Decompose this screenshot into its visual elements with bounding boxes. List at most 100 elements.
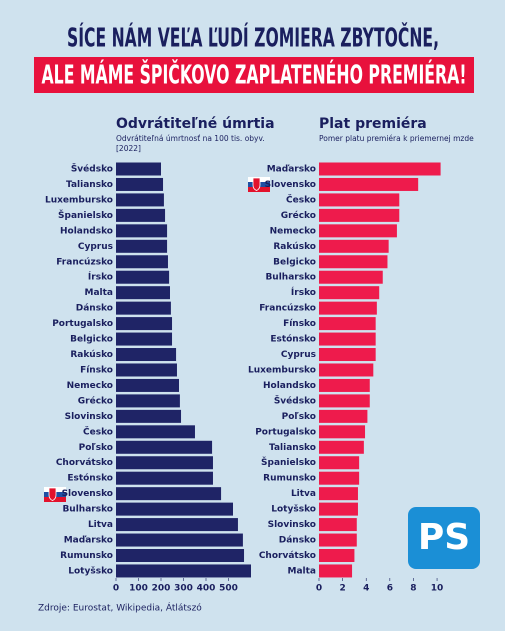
bar xyxy=(319,239,389,253)
flag xyxy=(248,177,270,192)
category-label: Slovensko xyxy=(265,180,316,190)
flag xyxy=(44,487,66,502)
chart-title: Odvrátiteľné úmrtia xyxy=(116,116,275,132)
x-tick-label: 0 xyxy=(316,584,322,594)
source: Zdroje: Eurostat, Wikipedia, Átlátszó xyxy=(38,602,202,614)
chart-subtitle: Odvrátiteľná úmrtnosť na 100 tis. obyv. xyxy=(116,134,265,143)
bar xyxy=(116,518,238,532)
category-label: Litva xyxy=(291,489,316,499)
bar xyxy=(116,502,233,516)
bar xyxy=(116,224,168,238)
bar xyxy=(116,193,164,207)
category-label: Poľsko xyxy=(79,443,113,453)
bar xyxy=(319,456,360,470)
category-label: Rakúsko xyxy=(273,242,316,252)
category-label: Litva xyxy=(88,520,113,530)
bar xyxy=(319,301,377,315)
logo xyxy=(408,507,480,569)
bar xyxy=(116,208,166,222)
category-label: Maďarsko xyxy=(64,536,113,546)
bar xyxy=(319,224,397,238)
category-label: Grécko xyxy=(281,210,316,221)
bar xyxy=(116,332,173,346)
category-label: Chorvátsko xyxy=(56,458,113,468)
category-label: Belgicko xyxy=(273,257,316,267)
category-label: Luxembursko xyxy=(248,365,316,375)
category-label: Malta xyxy=(288,566,317,576)
bar xyxy=(116,409,182,423)
category-label: Slovensko xyxy=(62,489,113,499)
headline-banner xyxy=(34,57,474,93)
x-tick-label: 100 xyxy=(129,584,148,594)
category-label: Lotyšsko xyxy=(68,565,113,576)
category-label: Írsko xyxy=(291,286,316,298)
bar xyxy=(319,502,358,516)
bar xyxy=(319,518,357,532)
bar xyxy=(319,177,419,191)
bar xyxy=(116,239,168,253)
category-label: Holandsko xyxy=(263,381,316,391)
category-label: Malta xyxy=(85,288,114,298)
category-label: Taliansko xyxy=(269,443,316,453)
category-label: Dánsko xyxy=(76,304,113,314)
category-label: Slovinsko xyxy=(268,520,316,530)
bar xyxy=(116,425,195,439)
category-label: Luxembursko xyxy=(45,195,113,205)
x-tick-label: 400 xyxy=(197,584,216,594)
bar xyxy=(116,363,177,377)
x-tick-label: 300 xyxy=(174,584,193,594)
category-label: Bulharsko xyxy=(265,273,316,283)
bar xyxy=(319,440,364,454)
category-label: Estónsko xyxy=(270,334,316,345)
x-tick-label: 0 xyxy=(113,584,119,594)
bar xyxy=(116,394,180,408)
category-label: Maďarsko xyxy=(267,165,316,175)
category-label: Francúzsko xyxy=(56,257,113,267)
bar xyxy=(116,487,222,501)
category-label: Taliansko xyxy=(66,180,113,190)
bar xyxy=(319,286,380,300)
bar xyxy=(319,471,360,485)
chart-subtitle: Pomer platu premiéra k priemernej mzde xyxy=(319,134,474,143)
chart-title: Plat premiéra xyxy=(319,116,427,132)
category-label: Dánsko xyxy=(279,536,316,546)
bar xyxy=(319,409,368,423)
bar xyxy=(319,394,370,408)
category-label: Lotyšsko xyxy=(271,504,316,515)
bar xyxy=(319,193,400,207)
x-tick-label: 6 xyxy=(387,584,393,594)
bar xyxy=(116,471,213,485)
category-label: Švédsko xyxy=(274,394,316,406)
bar xyxy=(319,332,376,346)
chart-subtitle: [2022] xyxy=(116,144,141,153)
bar xyxy=(116,549,245,562)
category-label: Portugalsko xyxy=(255,427,316,437)
logo-text: PS xyxy=(418,517,470,558)
x-tick-label: 500 xyxy=(219,584,238,594)
category-label: Nemecko xyxy=(270,226,316,236)
bar xyxy=(116,440,213,454)
bar xyxy=(319,533,357,547)
headline-highlight: ALE MÁME ŠPIČKOVO ZAPLATENÉHO PREMIÉRA! xyxy=(42,59,467,91)
bar xyxy=(116,533,243,547)
category-label: Portugalsko xyxy=(52,319,113,329)
bar xyxy=(116,255,168,269)
bar xyxy=(319,208,400,222)
category-label: Estónsko xyxy=(67,473,113,484)
x-tick-label: 2 xyxy=(339,584,345,594)
bar xyxy=(116,162,161,176)
bar xyxy=(116,564,251,578)
bar xyxy=(319,564,353,578)
bar xyxy=(116,177,164,191)
bar xyxy=(116,456,213,470)
category-label: Španielsko xyxy=(58,209,113,221)
x-tick-label: 8 xyxy=(410,584,416,594)
category-label: Česko xyxy=(286,193,316,205)
bar xyxy=(116,286,170,300)
bar xyxy=(116,317,173,331)
category-label: Cyprus xyxy=(78,242,113,252)
category-label: Rakúsko xyxy=(70,350,113,360)
category-label: Grécko xyxy=(78,395,113,406)
category-label: Rumunsko xyxy=(60,551,113,561)
bar xyxy=(116,348,177,362)
